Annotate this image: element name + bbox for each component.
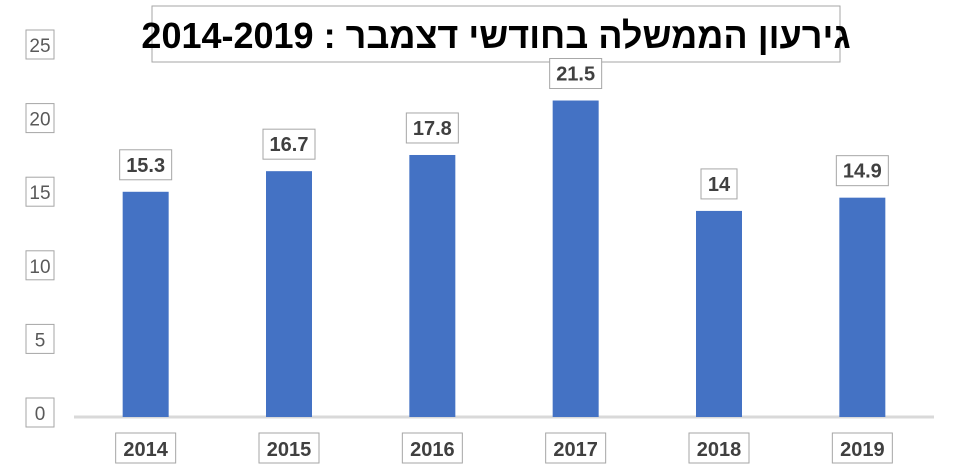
data-label: 16.7 bbox=[262, 128, 316, 160]
data-label-box bbox=[549, 58, 603, 90]
x-tick-box bbox=[688, 432, 750, 464]
x-tick-box bbox=[831, 432, 893, 464]
data-label-box bbox=[262, 128, 316, 160]
bar bbox=[266, 171, 312, 417]
x-tick-label: 2015 bbox=[267, 439, 312, 461]
bars bbox=[122, 100, 886, 418]
y-tick-box bbox=[25, 397, 55, 428]
bar bbox=[552, 100, 599, 418]
chart-title-box bbox=[151, 5, 841, 63]
y-tick: 20 bbox=[25, 103, 55, 134]
y-tick-box bbox=[25, 176, 55, 207]
bar bbox=[409, 154, 456, 417]
y-tick-label: 0 bbox=[35, 404, 46, 425]
x-tick-label: 2016 bbox=[410, 439, 455, 461]
y-tick: 0 bbox=[25, 397, 55, 428]
y-tick: 15 bbox=[25, 176, 55, 207]
y-tick-label: 10 bbox=[29, 257, 50, 278]
x-tick: 2018 bbox=[688, 432, 750, 464]
data-label: 21.5 bbox=[549, 58, 603, 90]
data-label-text: 14.9 bbox=[843, 161, 882, 183]
data-label-text: 15.3 bbox=[126, 155, 165, 177]
bar bbox=[839, 197, 886, 417]
bar bbox=[122, 191, 169, 417]
y-tick: 5 bbox=[25, 323, 55, 354]
y-tick: 25 bbox=[25, 29, 55, 60]
data-label-box bbox=[405, 112, 459, 144]
x-tick-box bbox=[115, 432, 177, 464]
data-label-box bbox=[835, 155, 889, 187]
axes: 0 5 10 15 20 25 2014 2015 2016 2017 2018 2019 bbox=[25, 29, 934, 464]
y-tick-label: 20 bbox=[29, 110, 50, 131]
bar bbox=[696, 210, 742, 417]
x-tick: 2014 bbox=[115, 432, 177, 464]
x-tick: 2016 bbox=[401, 432, 463, 464]
y-tick-label: 25 bbox=[29, 36, 50, 57]
x-tick-box bbox=[545, 432, 607, 464]
x-tick-label: 2018 bbox=[697, 439, 742, 461]
x-tick-label: 2019 bbox=[840, 439, 885, 461]
data-label-text: 14 bbox=[708, 174, 731, 196]
x-tick: 2017 bbox=[545, 432, 607, 464]
data-label-text: 16.7 bbox=[270, 134, 309, 156]
y-tick-box bbox=[25, 103, 55, 134]
data-label-text: 17.8 bbox=[413, 118, 452, 140]
data-labels: 15.3 16.7 17.8 21.5 14 14.9 bbox=[119, 58, 889, 200]
data-label: 14.9 bbox=[835, 155, 889, 187]
data-label-text: 21.5 bbox=[556, 64, 595, 86]
y-tick-label: 5 bbox=[35, 330, 46, 351]
data-label: 15.3 bbox=[119, 149, 173, 181]
y-tick-box bbox=[25, 29, 55, 60]
x-tick-label: 2014 bbox=[123, 439, 168, 461]
data-label: 17.8 bbox=[405, 112, 459, 144]
chart-title: גירעון הממשלה בחודשי דצמבר : 2014-2019 bbox=[141, 15, 850, 56]
data-label: 14 bbox=[700, 168, 738, 200]
x-tick: 2015 bbox=[258, 432, 320, 464]
chart-title-group: גירעון הממשלה בחודשי דצמבר : 2014-2019 bbox=[141, 5, 851, 63]
x-tick-box bbox=[258, 432, 320, 464]
y-tick-label: 15 bbox=[29, 183, 50, 204]
x-tick-label: 2017 bbox=[553, 439, 598, 461]
data-label-box bbox=[119, 149, 173, 181]
y-tick-box bbox=[25, 250, 55, 281]
x-tick: 2019 bbox=[831, 432, 893, 464]
y-tick: 10 bbox=[25, 250, 55, 281]
data-label-box bbox=[700, 168, 738, 200]
x-tick-box bbox=[401, 432, 463, 464]
y-tick-box bbox=[25, 323, 55, 354]
